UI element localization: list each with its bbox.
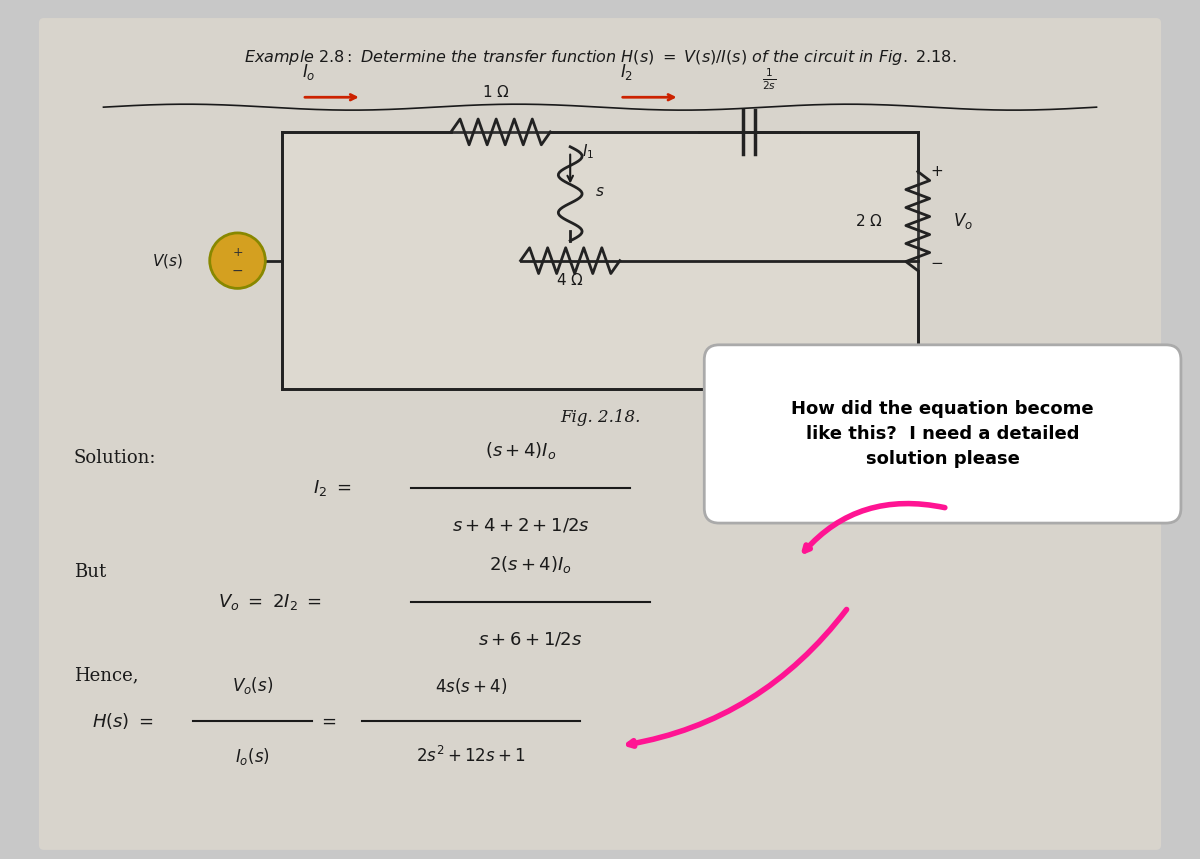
Text: $I_o(s)$: $I_o(s)$	[235, 746, 270, 767]
Text: $H(s)\ =$: $H(s)\ =$	[91, 711, 154, 731]
Text: Fig. 2.18.: Fig. 2.18.	[560, 409, 640, 426]
FancyBboxPatch shape	[704, 344, 1181, 523]
Text: $\it{Example\ 2.8:\ Determine\ the\ transfer\ function\ H(s)\ =\ V(s)/I(s)\ of\ : $\it{Example\ 2.8:\ Determine\ the\ tran…	[244, 48, 956, 67]
Text: Solution:: Solution:	[73, 448, 156, 466]
Text: $=$: $=$	[318, 712, 336, 730]
Text: $I_2\ =$: $I_2\ =$	[313, 478, 352, 498]
Text: How did the equation become
like this?  I need a detailed
solution please: How did the equation become like this? I…	[791, 400, 1094, 468]
Text: $V_o(s)$: $V_o(s)$	[232, 675, 274, 697]
Text: $-$: $-$	[930, 254, 943, 269]
Text: $V_o\ =\ 2I_2\ =$: $V_o\ =\ 2I_2\ =$	[218, 593, 322, 612]
Text: $1\ \Omega$: $1\ \Omega$	[482, 84, 510, 101]
Bar	[282, 132, 918, 389]
Text: $2s^2 + 12s + 1$: $2s^2 + 12s + 1$	[416, 746, 526, 766]
Text: $2(s + 4)I_o$: $2(s + 4)I_o$	[490, 553, 572, 575]
Text: $s + 6 + 1/2s$: $s + 6 + 1/2s$	[479, 630, 583, 648]
Text: $4\ \Omega$: $4\ \Omega$	[557, 272, 584, 289]
Text: $I_o$: $I_o$	[302, 63, 316, 82]
Text: $s$: $s$	[595, 186, 605, 199]
Circle shape	[210, 233, 265, 289]
Text: $\frac{1}{2s}$: $\frac{1}{2s}$	[762, 67, 776, 92]
Text: $V(s)$: $V(s)$	[152, 252, 182, 270]
Text: $I_1$: $I_1$	[582, 143, 594, 161]
Text: $+$: $+$	[930, 166, 943, 180]
Text: $I_2$: $I_2$	[620, 63, 634, 82]
Text: $-$: $-$	[232, 263, 244, 277]
Text: $V_o$: $V_o$	[953, 211, 972, 231]
Text: $(s + 4)I_o$: $(s + 4)I_o$	[485, 440, 557, 460]
Text: $2\ \Omega$: $2\ \Omega$	[856, 213, 883, 229]
FancyBboxPatch shape	[38, 18, 1162, 850]
Text: $+$: $+$	[232, 247, 244, 259]
Text: $s + 4 + 2 + 1/2s$: $s + 4 + 2 + 1/2s$	[451, 516, 589, 534]
Text: But: But	[73, 563, 106, 581]
Text: $4s(s + 4)$: $4s(s + 4)$	[434, 676, 508, 697]
Text: Hence,: Hence,	[73, 667, 138, 685]
